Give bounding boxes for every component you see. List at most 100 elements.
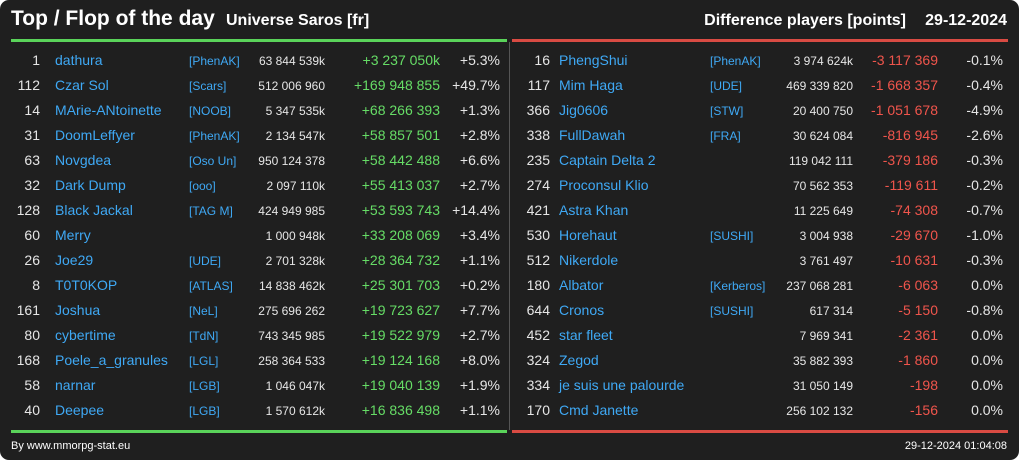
- percent-difference: 0.0%: [971, 277, 1003, 293]
- player-rank: 14: [24, 102, 40, 118]
- player-name-link[interactable]: Nikerdole: [559, 252, 619, 268]
- top-row: 161 Joshua [NeL] 275 696 262 +19 723 627 +7.7…: [0, 298, 505, 323]
- player-rank: 80: [24, 327, 40, 343]
- points-difference: -29 670: [890, 227, 938, 243]
- player-name-link[interactable]: star fleet: [559, 327, 613, 343]
- player-name-link[interactable]: DoomLeffyer: [55, 127, 135, 143]
- flop-row: 512 Nikerdole 3 761 497 -10 631 -0.3%: [510, 248, 1015, 273]
- player-name-link[interactable]: Dark Dump: [55, 177, 126, 193]
- player-name-link[interactable]: je suis une palourde: [559, 377, 685, 393]
- percent-difference: 0.0%: [971, 352, 1003, 368]
- player-points: 237 068 281: [786, 279, 853, 293]
- player-rank: 58: [24, 377, 40, 393]
- player-rank: 530: [526, 227, 550, 243]
- alliance-tag-link[interactable]: [UDE]: [710, 79, 743, 93]
- alliance-tag-link[interactable]: [Scars]: [189, 79, 227, 93]
- alliance-tag-link[interactable]: [LGL]: [189, 354, 219, 368]
- player-name-link[interactable]: Captain Delta 2: [559, 152, 656, 168]
- flop-row: 235 Captain Delta 2 119 042 111 -379 186 -0.…: [510, 148, 1015, 173]
- alliance-tag-link[interactable]: [ATLAS]: [189, 279, 233, 293]
- player-name-link[interactable]: Cronos: [559, 302, 605, 318]
- player-name-link[interactable]: T0T0KOP: [55, 277, 118, 293]
- flop-row: 421 Astra Khan 11 225 649 -74 308 -0.7%: [510, 198, 1015, 223]
- player-points: 2 701 328k: [265, 254, 325, 268]
- top-row: 14 MArie-ANtoinette [NOOB] 5 347 535k +68 26…: [0, 98, 505, 123]
- player-rank: 235: [526, 152, 550, 168]
- player-name-link[interactable]: Merry: [55, 227, 91, 243]
- percent-difference: +2.7%: [459, 327, 500, 343]
- alliance-tag-link[interactable]: [TAG M]: [189, 204, 233, 218]
- player-points: 512 006 960: [258, 79, 325, 93]
- player-name-link[interactable]: Zegod: [559, 352, 599, 368]
- flop-row: 16 PhengShui [PhenAK] 3 974 624k -3 117 369 -…: [510, 48, 1015, 73]
- player-points: 20 400 750: [792, 104, 853, 118]
- player-name-link[interactable]: Cmd Janette: [559, 402, 639, 418]
- flop-panel-bottom-rule: [512, 430, 1008, 433]
- panel-divider: [509, 42, 510, 430]
- points-difference: +25 301 703: [361, 277, 440, 293]
- alliance-tag-link[interactable]: [PhenAK]: [189, 129, 240, 143]
- player-name-link[interactable]: Astra Khan: [559, 202, 629, 218]
- percent-difference: -0.3%: [966, 152, 1003, 168]
- player-name-link[interactable]: Joe29: [55, 252, 94, 268]
- alliance-tag-link[interactable]: [STW]: [710, 104, 744, 118]
- alliance-tag-link[interactable]: [Oso Un]: [189, 154, 237, 168]
- player-name-link[interactable]: Black Jackal: [55, 202, 133, 218]
- player-rank: 117: [527, 77, 550, 93]
- player-name-link[interactable]: Czar Sol: [55, 77, 109, 93]
- alliance-tag-link[interactable]: [UDE]: [189, 254, 222, 268]
- flop-row: 452 star fleet 7 969 341 -2 361 0.0%: [510, 323, 1015, 348]
- player-name-link[interactable]: Horehaut: [559, 227, 617, 243]
- alliance-tag-link[interactable]: [ooo]: [189, 179, 216, 193]
- player-rank: 32: [24, 177, 40, 193]
- player-rank: 26: [24, 252, 40, 268]
- alliance-tag-link[interactable]: [SUSHI]: [710, 229, 754, 243]
- player-name-link[interactable]: Joshua: [55, 302, 101, 318]
- alliance-tag-link[interactable]: [PhenAK]: [710, 54, 761, 68]
- points-difference: -1 860: [898, 352, 938, 368]
- player-rank: 338: [526, 127, 550, 143]
- points-difference: -3 117 369: [872, 52, 938, 68]
- points-difference: +58 442 488: [361, 152, 440, 168]
- top-row: 26 Joe29 [UDE] 2 701 328k +28 364 732 +1.1%: [0, 248, 505, 273]
- player-name-link[interactable]: cybertime: [55, 327, 116, 343]
- player-rank: 40: [24, 402, 40, 418]
- player-name-link[interactable]: PhengShui: [559, 52, 628, 68]
- points-difference: +19 040 139: [361, 377, 440, 393]
- alliance-tag-link[interactable]: [NeL]: [189, 304, 218, 318]
- top-row: 32 Dark Dump [ooo] 2 097 110k +55 413 037 +2.…: [0, 173, 505, 198]
- alliance-tag-link[interactable]: [LGB]: [189, 404, 220, 418]
- alliance-tag-link[interactable]: [SUSHI]: [710, 304, 754, 318]
- player-name-link[interactable]: Mim Haga: [559, 77, 623, 93]
- player-name-link[interactable]: Albator: [559, 277, 604, 293]
- player-name-link[interactable]: narnar: [55, 377, 96, 393]
- percent-difference: -0.4%: [966, 77, 1003, 93]
- points-difference: -10 631: [890, 252, 938, 268]
- points-difference: +19 124 168: [361, 352, 440, 368]
- player-rank: 324: [526, 352, 550, 368]
- player-rank: 112: [17, 77, 40, 93]
- points-difference: -119 611: [884, 177, 938, 193]
- points-difference: +19 723 627: [361, 302, 440, 318]
- player-name-link[interactable]: Deepee: [55, 402, 105, 418]
- footer-source: By www.mmorpg-stat.eu: [11, 440, 131, 452]
- alliance-tag-link[interactable]: [LGB]: [189, 379, 220, 393]
- top-row: 58 narnar [LGB] 1 046 047k +19 040 139 +1.9%: [0, 373, 505, 398]
- flop-row: 117 Mim Haga [UDE] 469 339 820 -1 668 357 -0.…: [510, 73, 1015, 98]
- player-name-link[interactable]: dathura: [55, 52, 103, 68]
- player-name-link[interactable]: MArie-ANtoinette: [55, 102, 162, 118]
- player-name-link[interactable]: Novgdea: [55, 152, 112, 168]
- player-rank: 180: [526, 277, 550, 293]
- flop-players-panel: 16 PhengShui [PhenAK] 3 974 624k -3 117 369 -…: [510, 48, 1015, 423]
- alliance-tag-link[interactable]: [PhenAK]: [189, 54, 240, 68]
- alliance-tag-link[interactable]: [Kerberos]: [710, 279, 766, 293]
- player-name-link[interactable]: Poele_a_granules: [55, 352, 168, 368]
- player-name-link[interactable]: Proconsul Klio: [559, 177, 649, 193]
- player-name-link[interactable]: Jig0606: [559, 102, 609, 118]
- alliance-tag-link[interactable]: [NOOB]: [189, 104, 232, 118]
- player-name-link[interactable]: FullDawah: [559, 127, 626, 143]
- alliance-tag-link[interactable]: [FRA]: [710, 129, 741, 143]
- alliance-tag-link[interactable]: [TdN]: [189, 329, 219, 343]
- player-points: 31 050 149: [792, 379, 853, 393]
- percent-difference: +5.3%: [459, 52, 500, 68]
